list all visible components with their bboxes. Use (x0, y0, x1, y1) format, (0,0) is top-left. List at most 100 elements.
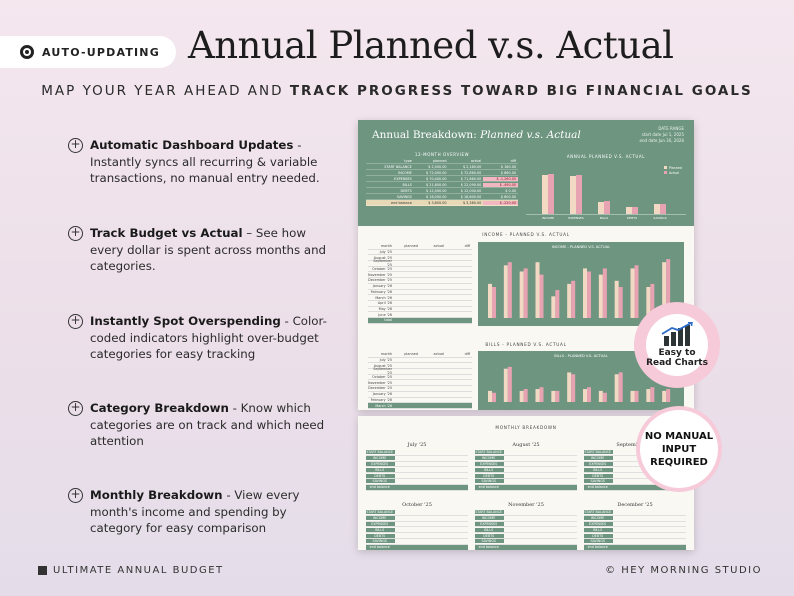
chart-bar (598, 390, 603, 402)
chart-bar (650, 387, 655, 402)
month-label: September '25 (373, 259, 392, 268)
table-row: START BALANCE (366, 450, 468, 456)
feature-title: Track Budget vs Actual (90, 226, 243, 240)
row-label: EXPENSES (475, 461, 504, 466)
table-row: DEBTS $ 12,000.00 $ 12,000.00 $ 0.00 (366, 188, 518, 194)
row-label: DEBTS (475, 533, 504, 538)
table-row: end balance (475, 544, 577, 550)
date-range-label: DATE RANGE (658, 126, 684, 131)
table-cell: $ 18,000.00 (426, 194, 447, 199)
table-cell: $ 2,000.00 (428, 164, 447, 169)
table-row: March '26 (368, 295, 472, 301)
table-header: diff (510, 158, 517, 163)
row-label: end balance (584, 485, 613, 490)
row-label: SAVINGS (475, 479, 504, 484)
row-label: end balance (366, 485, 395, 490)
row-label: DEBTS (475, 473, 504, 478)
table-row: October '25 (368, 267, 472, 273)
table-row: end balance (366, 484, 468, 491)
table-row: end balance (366, 544, 468, 550)
table-row: end balance (584, 484, 686, 491)
table-row: BILLS $ 21,600.00 $ 22,090.00 $ -490.00 (366, 182, 519, 188)
x-label-bills: BILLS (600, 216, 608, 220)
table-row: BILLS (366, 467, 468, 474)
table-header: planned (404, 244, 418, 249)
table-row: INCOME (475, 456, 577, 462)
chart-bar (646, 389, 651, 402)
chart-bar (618, 287, 623, 318)
table-cell: end balance (390, 200, 412, 205)
chart-bar (571, 280, 576, 318)
month-block-title: December '25 (617, 502, 653, 508)
bar-expenses-planned (570, 176, 576, 214)
chart-baseline (526, 214, 686, 215)
chart-bar (666, 389, 671, 402)
x-label-debts: DEBTS (627, 216, 637, 220)
table-row: SAVINGS $ 18,000.00 $ 18,600.00 $ 600.00 (366, 194, 518, 200)
chart-bar (503, 265, 508, 318)
chart-bar (634, 390, 639, 402)
chart-bar (567, 283, 572, 318)
month-label: October '25 (372, 375, 392, 380)
row-label: end balance (475, 545, 504, 550)
table-row: July '25 (368, 250, 472, 256)
table-header: actual (433, 244, 444, 249)
end-date-label: end date (639, 138, 658, 143)
table-row: August '25 (368, 255, 472, 262)
chart-bar (567, 372, 572, 402)
row-label: DEBTS (584, 473, 613, 478)
chart-bar (662, 262, 667, 318)
x-label-expenses: EXPENSES (568, 216, 584, 220)
month-label: January '26 (372, 284, 392, 289)
table-header: diff (464, 352, 470, 357)
table-header: planned (432, 158, 447, 163)
bills-section-title: BILLS - PLANNED V.S. ACTUAL (485, 342, 567, 347)
chart-bar (488, 390, 492, 402)
row-label: EXPENSES (584, 521, 613, 526)
table-row: June '26 (368, 312, 472, 318)
plus-icon: + (68, 226, 83, 241)
table-row: INCOME (366, 516, 468, 522)
chart-bar (602, 268, 607, 318)
row-label: INCOME (366, 516, 395, 521)
bar-savings-planned (654, 204, 660, 214)
table-row: INCOME (584, 456, 686, 462)
month-label: May '26 (378, 306, 392, 311)
chart-bar (602, 392, 607, 402)
bar-income-actual (548, 174, 554, 214)
table-header: actual (470, 158, 482, 163)
chart-bar (598, 274, 603, 318)
table-cell: INCOME (398, 170, 412, 175)
table-row: START BALANCE (584, 450, 686, 456)
overview-title: 12-MONTH OVERVIEW (414, 152, 470, 157)
row-label: START BALANCE (366, 450, 395, 455)
row-label: INCOME (584, 516, 613, 521)
feature-title: Automatic Dashboard Updates (90, 138, 294, 152)
month-label: November '25 (368, 272, 392, 277)
table-row: September '25 (368, 259, 472, 268)
row-label: SAVINGS (366, 539, 395, 544)
row-label: START BALANCE (475, 450, 504, 455)
row-label: DEBTS (584, 533, 613, 538)
table-row: BILLS (366, 527, 468, 534)
row-label: end balance (584, 545, 613, 550)
table-cell: $ 12,000.00 (460, 188, 482, 193)
month-block: July '25 START BALANCE INCOME EXPENSES BILLS… (366, 442, 468, 491)
feature-text: - Instantly syncs all recurring & variab… (90, 138, 320, 185)
overview-table: type planned actual diff START BALANCE $ 2,0… (366, 158, 519, 206)
month-label: January '26 (372, 392, 392, 397)
table-row: DEBTS (475, 533, 577, 539)
badge-label: AUTO-UPDATING (42, 45, 160, 59)
annual-chart-title: ANNUAL PLANNED V.S. ACTUAL (566, 154, 646, 159)
table-row: November '25 (368, 272, 472, 279)
table-row: EXPENSES (475, 521, 577, 528)
row-label: end balance (475, 485, 504, 490)
month-block-title: November '25 (508, 502, 544, 508)
chart-title: INCOME - PLANNED V.S. ACTUAL (552, 245, 610, 249)
chart-bar (571, 374, 576, 402)
month-block: October '25 START BALANCE INCOME EXPENSES BI… (366, 502, 468, 550)
chart-bar (630, 390, 635, 402)
month-block: September '25 START BALANCE INCOME EXPENSES… (584, 442, 686, 491)
chart-bar (646, 287, 651, 318)
table-row: INCOME (366, 456, 468, 462)
